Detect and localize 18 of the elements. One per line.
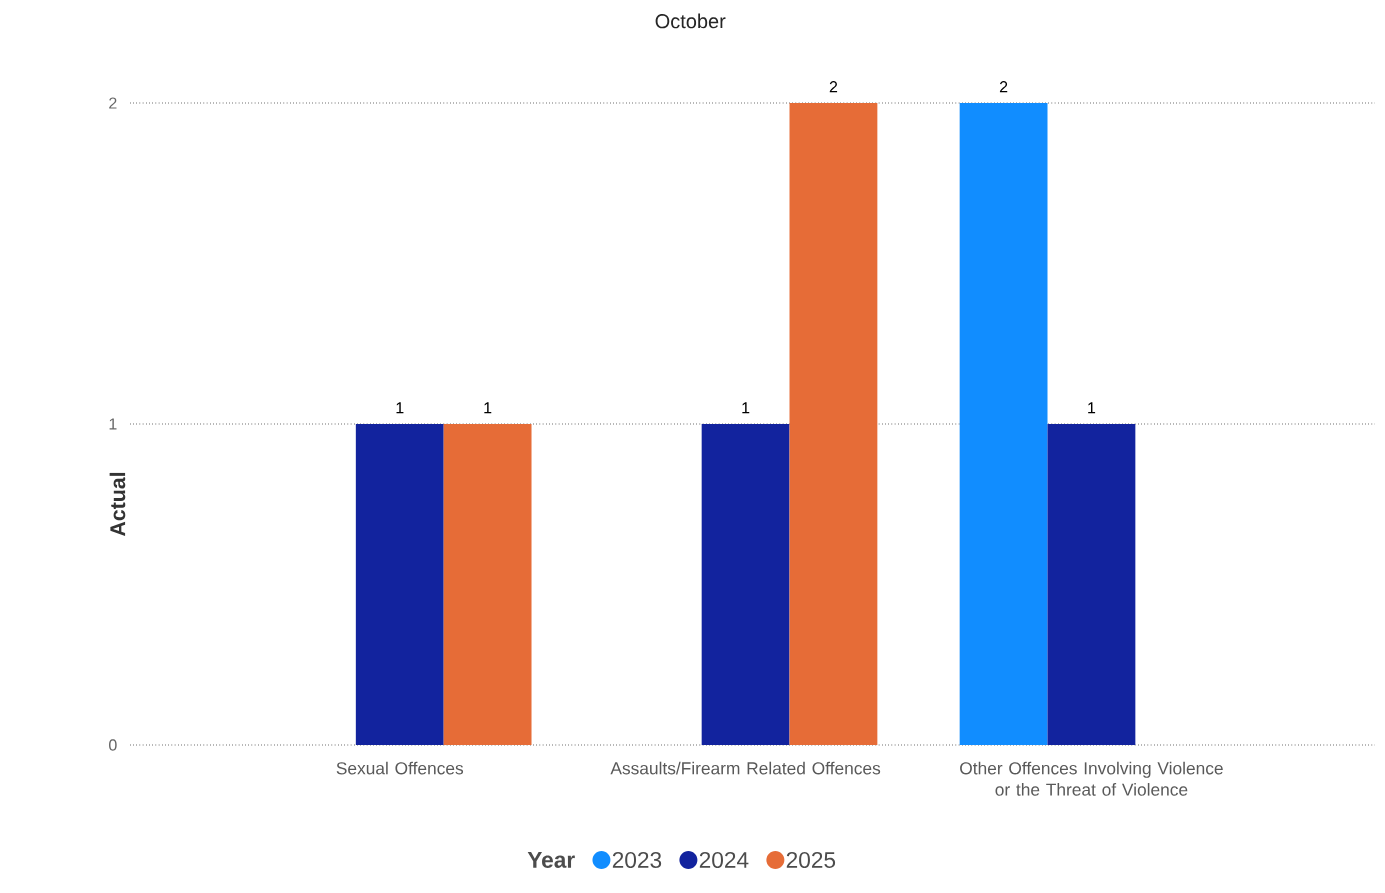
y-axis-title: Actual [109,472,126,537]
data-label: 1 [742,402,750,414]
legend-label: 2025 [786,851,836,869]
x-tick-label: Sexual Offences [336,761,464,775]
x-tick-label: Assaults/Firearm Related Offences [610,761,881,775]
data-label: 2 [829,81,838,93]
data-label: 1 [484,402,492,414]
x-tick-label: Other Offences Involving Violence or the Threat of Violence [960,761,1223,796]
y-tick-label: 0 [109,739,117,751]
data-label: 2 [999,81,1008,93]
legend-label: 2023 [612,851,662,869]
y-tick-label: 1 [109,418,117,430]
chart-title: October [655,13,726,29]
data-label: 1 [1088,402,1096,414]
data-label: 1 [396,402,404,414]
y-tick-label: 2 [109,97,117,109]
legend-label: 2024 [699,851,749,869]
legend-title: Year [527,852,575,868]
